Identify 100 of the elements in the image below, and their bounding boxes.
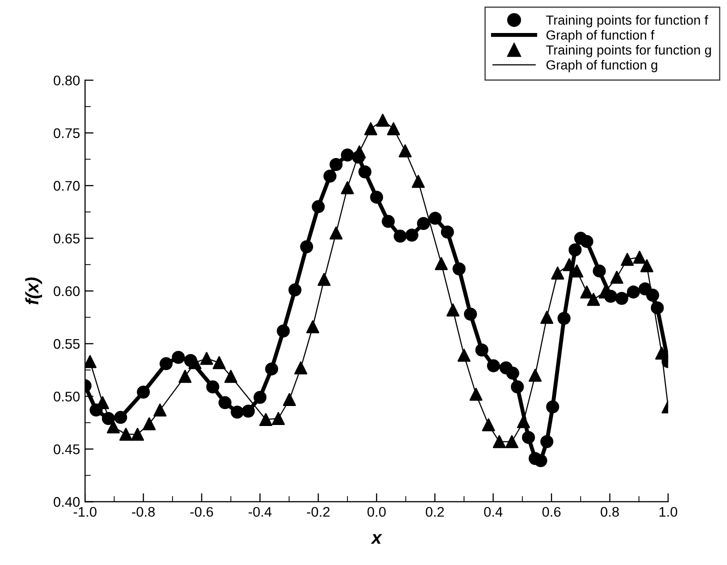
point: [330, 158, 343, 172]
point: [102, 412, 115, 425]
y-tick-label: 0.50: [54, 392, 80, 402]
point: [398, 144, 412, 158]
point: [153, 404, 166, 417]
x-tick-label: -0.4: [248, 506, 272, 517]
point: [475, 343, 488, 356]
point: [482, 418, 496, 432]
point: [620, 252, 634, 266]
point: [592, 264, 606, 278]
point: [626, 286, 640, 299]
point: [340, 181, 354, 194]
point: [96, 396, 110, 410]
point: [85, 355, 97, 368]
point: [458, 348, 471, 362]
point: [218, 396, 232, 410]
point: [282, 393, 296, 406]
point: [253, 390, 266, 404]
point: [586, 292, 600, 306]
point: [522, 430, 535, 444]
point: [610, 270, 624, 284]
x-tick-label: -0.2: [306, 506, 330, 517]
point: [172, 350, 185, 364]
y-tick-label: 0.70: [54, 180, 80, 191]
point: [464, 308, 477, 321]
point: [551, 266, 564, 280]
point: [405, 228, 418, 242]
point: [265, 362, 278, 376]
point: [294, 361, 308, 374]
point: [300, 240, 314, 254]
point: [428, 212, 442, 225]
point: [558, 312, 571, 325]
y-tick-label: 0.45: [54, 444, 80, 454]
point: [306, 320, 320, 334]
point: [188, 356, 202, 370]
point: [276, 324, 290, 338]
x-tick-label: 0.8: [600, 506, 619, 517]
point: [486, 359, 500, 372]
point: [114, 410, 128, 424]
point: [200, 352, 214, 365]
point: [452, 262, 466, 276]
point: [288, 283, 302, 296]
x-tick-label: -1.0: [74, 506, 96, 517]
point: [505, 435, 518, 448]
y-tick-label: 0.75: [54, 128, 80, 138]
point: [370, 190, 384, 204]
legend-label: Training points for function f: [546, 15, 708, 28]
point: [160, 357, 173, 370]
point: [382, 214, 395, 228]
x-tick-label: -0.8: [132, 506, 155, 517]
x-tick-label: 0.0: [367, 506, 386, 517]
point: [469, 388, 482, 401]
point: [540, 435, 554, 448]
point: [446, 303, 460, 316]
point: [206, 380, 220, 394]
point: [242, 404, 255, 418]
x-tick-label: 0.2: [426, 506, 444, 517]
y-tick-label: 0.60: [54, 286, 80, 296]
point: [633, 250, 646, 264]
point: [131, 428, 144, 441]
point: [534, 454, 548, 468]
point: [106, 420, 120, 434]
point: [212, 356, 226, 370]
legend-label: Graph of function g: [546, 60, 658, 72]
x-tick-label: 0.4: [484, 506, 502, 517]
point: [412, 174, 425, 188]
point: [178, 370, 192, 383]
point: [340, 148, 354, 162]
point: [580, 234, 594, 248]
point: [615, 292, 628, 305]
point: [562, 258, 576, 272]
point: [646, 288, 660, 302]
point: [440, 225, 454, 238]
y-tick-label: 0.40: [54, 497, 80, 507]
legend-label: Graph of function f: [546, 30, 654, 42]
y-tick-label: 0.55: [54, 338, 80, 349]
point: [506, 366, 520, 380]
point: [272, 412, 285, 425]
point: [119, 428, 132, 441]
legend-label: Training points for function g: [546, 44, 711, 58]
point: [386, 122, 400, 136]
point: [330, 226, 343, 240]
point: [364, 122, 378, 136]
point: [358, 165, 372, 178]
x-tick-label: -0.6: [190, 506, 214, 517]
x-tick-label: 1.0: [660, 506, 678, 517]
point: [517, 415, 530, 428]
point: [142, 417, 156, 430]
point: [417, 217, 430, 230]
point: [528, 368, 542, 382]
point: [650, 301, 664, 314]
point: [224, 370, 238, 383]
y-axis-title: f(x): [25, 277, 42, 304]
point: [492, 435, 506, 448]
point: [394, 230, 407, 243]
y-tick-label: 0.80: [54, 76, 80, 86]
point: [546, 400, 560, 414]
x-tick-label: 0.6: [542, 506, 561, 517]
point: [655, 346, 668, 360]
point: [510, 380, 524, 394]
